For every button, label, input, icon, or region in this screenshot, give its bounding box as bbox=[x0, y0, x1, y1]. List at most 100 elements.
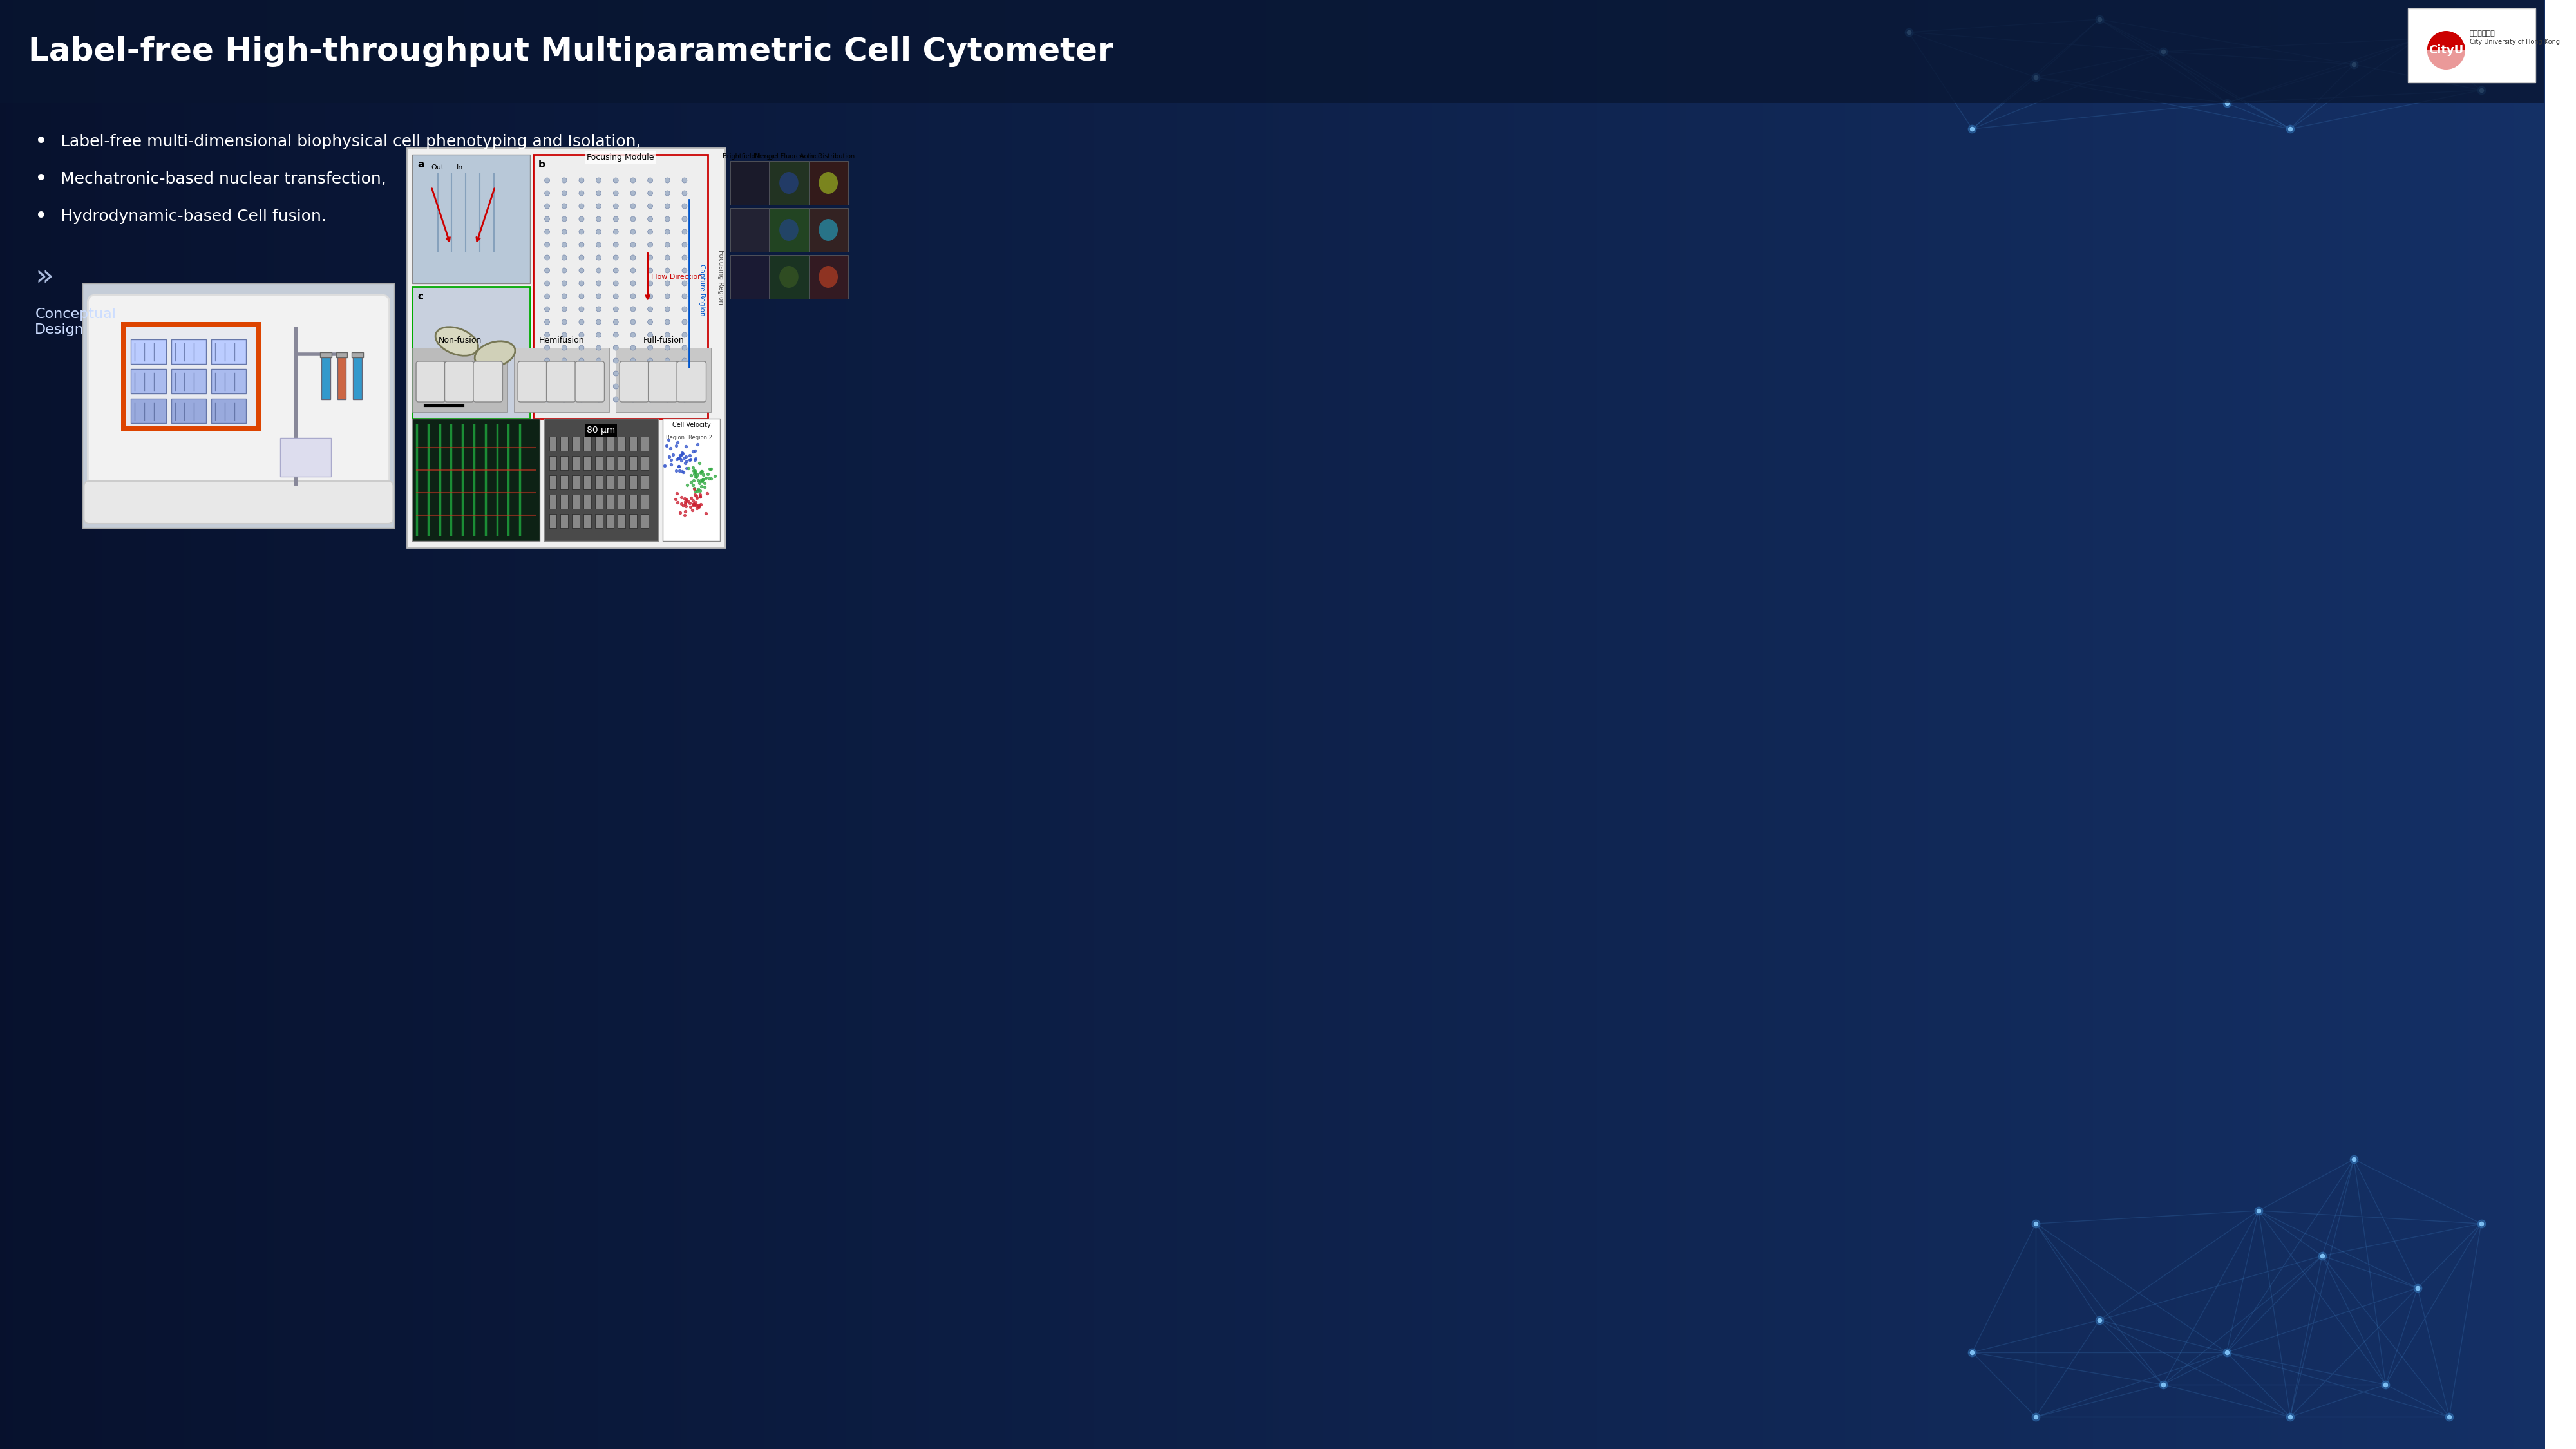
Point bbox=[680, 461, 721, 484]
Circle shape bbox=[580, 229, 585, 235]
Text: »: » bbox=[36, 262, 54, 291]
Bar bbox=[582, 436, 590, 451]
Point bbox=[2239, 1200, 2280, 1223]
Point bbox=[2429, 1406, 2470, 1429]
Circle shape bbox=[580, 332, 585, 338]
Bar bbox=[562, 456, 569, 469]
Circle shape bbox=[647, 203, 652, 209]
Point bbox=[685, 471, 726, 494]
Bar bbox=[562, 436, 569, 451]
Circle shape bbox=[613, 397, 618, 401]
Point bbox=[2143, 41, 2184, 64]
Circle shape bbox=[580, 268, 585, 272]
Point bbox=[2429, 1406, 2470, 1429]
Bar bbox=[412, 287, 531, 419]
Point bbox=[672, 455, 714, 478]
Bar bbox=[319, 352, 332, 358]
Point bbox=[677, 432, 719, 455]
Point bbox=[675, 494, 716, 517]
Circle shape bbox=[683, 178, 688, 183]
Point bbox=[665, 494, 706, 517]
Point bbox=[688, 458, 729, 481]
Ellipse shape bbox=[819, 267, 837, 288]
Circle shape bbox=[562, 371, 567, 377]
Point bbox=[662, 459, 703, 483]
Circle shape bbox=[562, 178, 567, 183]
Point bbox=[677, 477, 719, 500]
Circle shape bbox=[562, 242, 567, 248]
Circle shape bbox=[613, 191, 618, 196]
Point bbox=[2365, 1374, 2406, 1397]
Circle shape bbox=[647, 384, 652, 388]
Circle shape bbox=[562, 384, 567, 388]
Point bbox=[670, 491, 711, 514]
Text: Hemifusion: Hemifusion bbox=[538, 336, 585, 345]
Point bbox=[662, 442, 703, 465]
Point bbox=[659, 501, 701, 525]
Circle shape bbox=[683, 255, 688, 261]
Circle shape bbox=[562, 397, 567, 401]
Circle shape bbox=[665, 294, 670, 298]
Circle shape bbox=[665, 332, 670, 338]
Circle shape bbox=[613, 268, 618, 272]
Circle shape bbox=[683, 242, 688, 248]
Circle shape bbox=[631, 294, 636, 298]
Bar bbox=[2409, 9, 2535, 83]
Point bbox=[2334, 52, 2375, 75]
Point bbox=[677, 493, 719, 516]
Circle shape bbox=[631, 319, 636, 325]
Bar bbox=[582, 514, 590, 527]
Circle shape bbox=[665, 345, 670, 351]
Point bbox=[2460, 1211, 2501, 1235]
Circle shape bbox=[631, 397, 636, 401]
Point bbox=[1953, 117, 1994, 141]
Circle shape bbox=[683, 384, 688, 388]
Point bbox=[649, 436, 690, 459]
Circle shape bbox=[544, 178, 549, 183]
Bar bbox=[549, 436, 556, 451]
Point bbox=[688, 481, 729, 504]
Circle shape bbox=[595, 397, 600, 401]
Bar bbox=[629, 456, 636, 469]
Point bbox=[659, 446, 701, 469]
Point bbox=[675, 477, 716, 500]
Circle shape bbox=[544, 397, 549, 401]
Bar bbox=[662, 419, 721, 540]
Circle shape bbox=[613, 178, 618, 183]
Circle shape bbox=[595, 384, 600, 388]
Point bbox=[652, 443, 693, 467]
Circle shape bbox=[595, 203, 600, 209]
Point bbox=[677, 480, 719, 503]
Circle shape bbox=[580, 216, 585, 222]
Circle shape bbox=[595, 371, 600, 377]
Bar bbox=[412, 419, 538, 540]
Point bbox=[680, 478, 721, 501]
Wedge shape bbox=[2427, 30, 2465, 51]
Circle shape bbox=[647, 294, 652, 298]
Point bbox=[1953, 1340, 1994, 1364]
Bar bbox=[0, 0, 2545, 103]
Circle shape bbox=[613, 203, 618, 209]
Circle shape bbox=[595, 216, 600, 222]
Point bbox=[665, 504, 706, 527]
Bar bbox=[629, 436, 636, 451]
Text: Full-fusion: Full-fusion bbox=[644, 336, 685, 345]
Text: CityU: CityU bbox=[2429, 45, 2463, 57]
Point bbox=[2205, 91, 2246, 114]
Circle shape bbox=[580, 242, 585, 248]
Circle shape bbox=[562, 203, 567, 209]
Point bbox=[675, 483, 716, 506]
Point bbox=[2300, 1245, 2342, 1268]
Point bbox=[2079, 1308, 2120, 1332]
Circle shape bbox=[665, 255, 670, 261]
Point bbox=[2269, 1406, 2311, 1429]
Bar bbox=[131, 398, 165, 423]
Bar bbox=[131, 339, 165, 364]
Bar bbox=[605, 514, 613, 527]
Bar bbox=[641, 436, 649, 451]
Text: Label-free multi-dimensional biophysical cell phenotyping and Isolation,: Label-free multi-dimensional biophysical… bbox=[59, 133, 641, 149]
Point bbox=[680, 475, 721, 498]
Circle shape bbox=[613, 319, 618, 325]
Point bbox=[2269, 117, 2311, 141]
Circle shape bbox=[595, 229, 600, 235]
